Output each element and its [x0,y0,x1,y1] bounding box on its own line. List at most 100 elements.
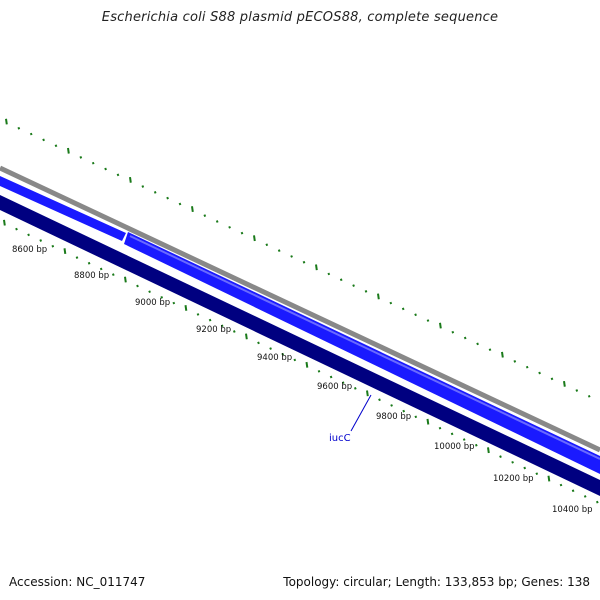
gc-dash [414,313,417,317]
gc-dash [104,167,107,171]
gc-dash [240,231,244,235]
ruler-labels: 8600 bp 8800 bp 9000 bp 9200 bp 9400 bp … [12,245,593,515]
gc-dash [166,196,169,200]
ruler-tick [87,261,91,265]
gc-dash [42,138,45,142]
gc-dash [426,319,430,322]
ruler-tick [111,273,115,277]
gene-label-iucC[interactable]: iucC [329,433,351,444]
gc-dash [79,156,83,159]
gc-dash [253,235,256,242]
gc-dash [228,225,231,229]
ruler-tick [220,324,224,328]
gc-dash [525,365,529,369]
gc-dash [327,272,331,276]
ruler-tick [27,233,30,237]
gc-dash [538,371,541,375]
ruler-tick [196,313,200,316]
ruler-tick [269,347,272,350]
gc-dash [129,176,132,183]
ruler-tick [535,472,539,476]
forward-strand-track [0,176,600,474]
topology-info-text: Topology: circular; Length: 133,853 bp; … [283,575,590,589]
ruler-tick [63,248,67,255]
gc-dash [476,342,479,346]
ruler-tick [462,438,466,441]
gc-dash [5,118,8,125]
tick-label: 9200 bp [196,325,231,335]
ruler-tick [281,352,285,356]
ruler-tick [450,432,454,436]
ruler-tick [160,296,164,299]
ruler-tick [559,483,563,487]
tick-label: 10000 bp [434,442,475,452]
gene-label-leader [350,394,372,432]
ruler-tick [487,447,490,454]
ruler-tick [51,244,55,248]
ruler-tick [15,227,18,231]
gc-dash [364,290,368,293]
gc-dash [377,293,380,300]
tick-label: 9600 bp [317,382,352,392]
gc-dash [488,348,492,352]
gc-dash [451,330,455,334]
gc-dash [29,132,33,136]
tick-label: 9800 bp [376,412,411,422]
ruler-tick [329,375,333,379]
gc-dash [277,249,281,252]
tick-label: 10200 bp [493,474,534,484]
gc-content-track [5,118,591,398]
ruler-tick [39,239,43,242]
ruler-tick [232,330,236,333]
gene-block[interactable] [0,176,126,241]
ruler-tick [124,276,127,283]
backbone-line [0,165,600,453]
gene-highlight [129,235,600,460]
gc-dash [315,264,318,271]
ruler-tick [245,333,248,340]
gc-dash [575,389,579,392]
ruler-tick [438,426,442,430]
gc-dash [153,190,157,194]
gc-dash [587,394,591,398]
ruler-tick [305,361,309,368]
ruler-tick [511,460,514,464]
ruler-tick [3,219,6,226]
ruler-tick [341,381,345,385]
gc-dash [352,284,355,287]
gc-dash [389,301,393,305]
ruler-tick [184,305,188,311]
ruler-tick [390,404,393,407]
ruler-tick [366,390,369,397]
gc-dash [215,220,219,223]
ruler-tick [257,341,260,345]
gc-dash [91,161,95,165]
gc-dash [290,255,293,258]
ruler-tick [75,256,79,259]
tick-label: 8600 bp [12,245,47,255]
ruler-tick [571,489,575,493]
gc-dash [302,260,306,264]
ruler-tick [414,415,418,419]
ruler-tick [402,409,406,413]
gc-dash [501,351,504,358]
gc-dash [265,243,269,247]
gc-dash [67,147,70,154]
gc-dash [550,377,554,381]
ruler-track [3,219,599,504]
ruler-tick [317,369,321,373]
gc-dash [439,322,442,329]
ruler-tick [136,284,139,288]
ruler-tick [547,475,551,482]
ruler-tick [208,318,212,322]
gc-dash [178,202,182,206]
gene-block[interactable] [124,232,600,474]
reverse-strand-track[interactable] [0,195,600,496]
tick-label: 9000 bp [135,298,170,308]
ruler-tick [595,500,599,504]
ruler-tick [99,267,103,271]
gc-dash [116,173,120,177]
ruler-tick [523,466,527,470]
gc-dash [191,206,194,212]
gc-dash [563,380,566,387]
